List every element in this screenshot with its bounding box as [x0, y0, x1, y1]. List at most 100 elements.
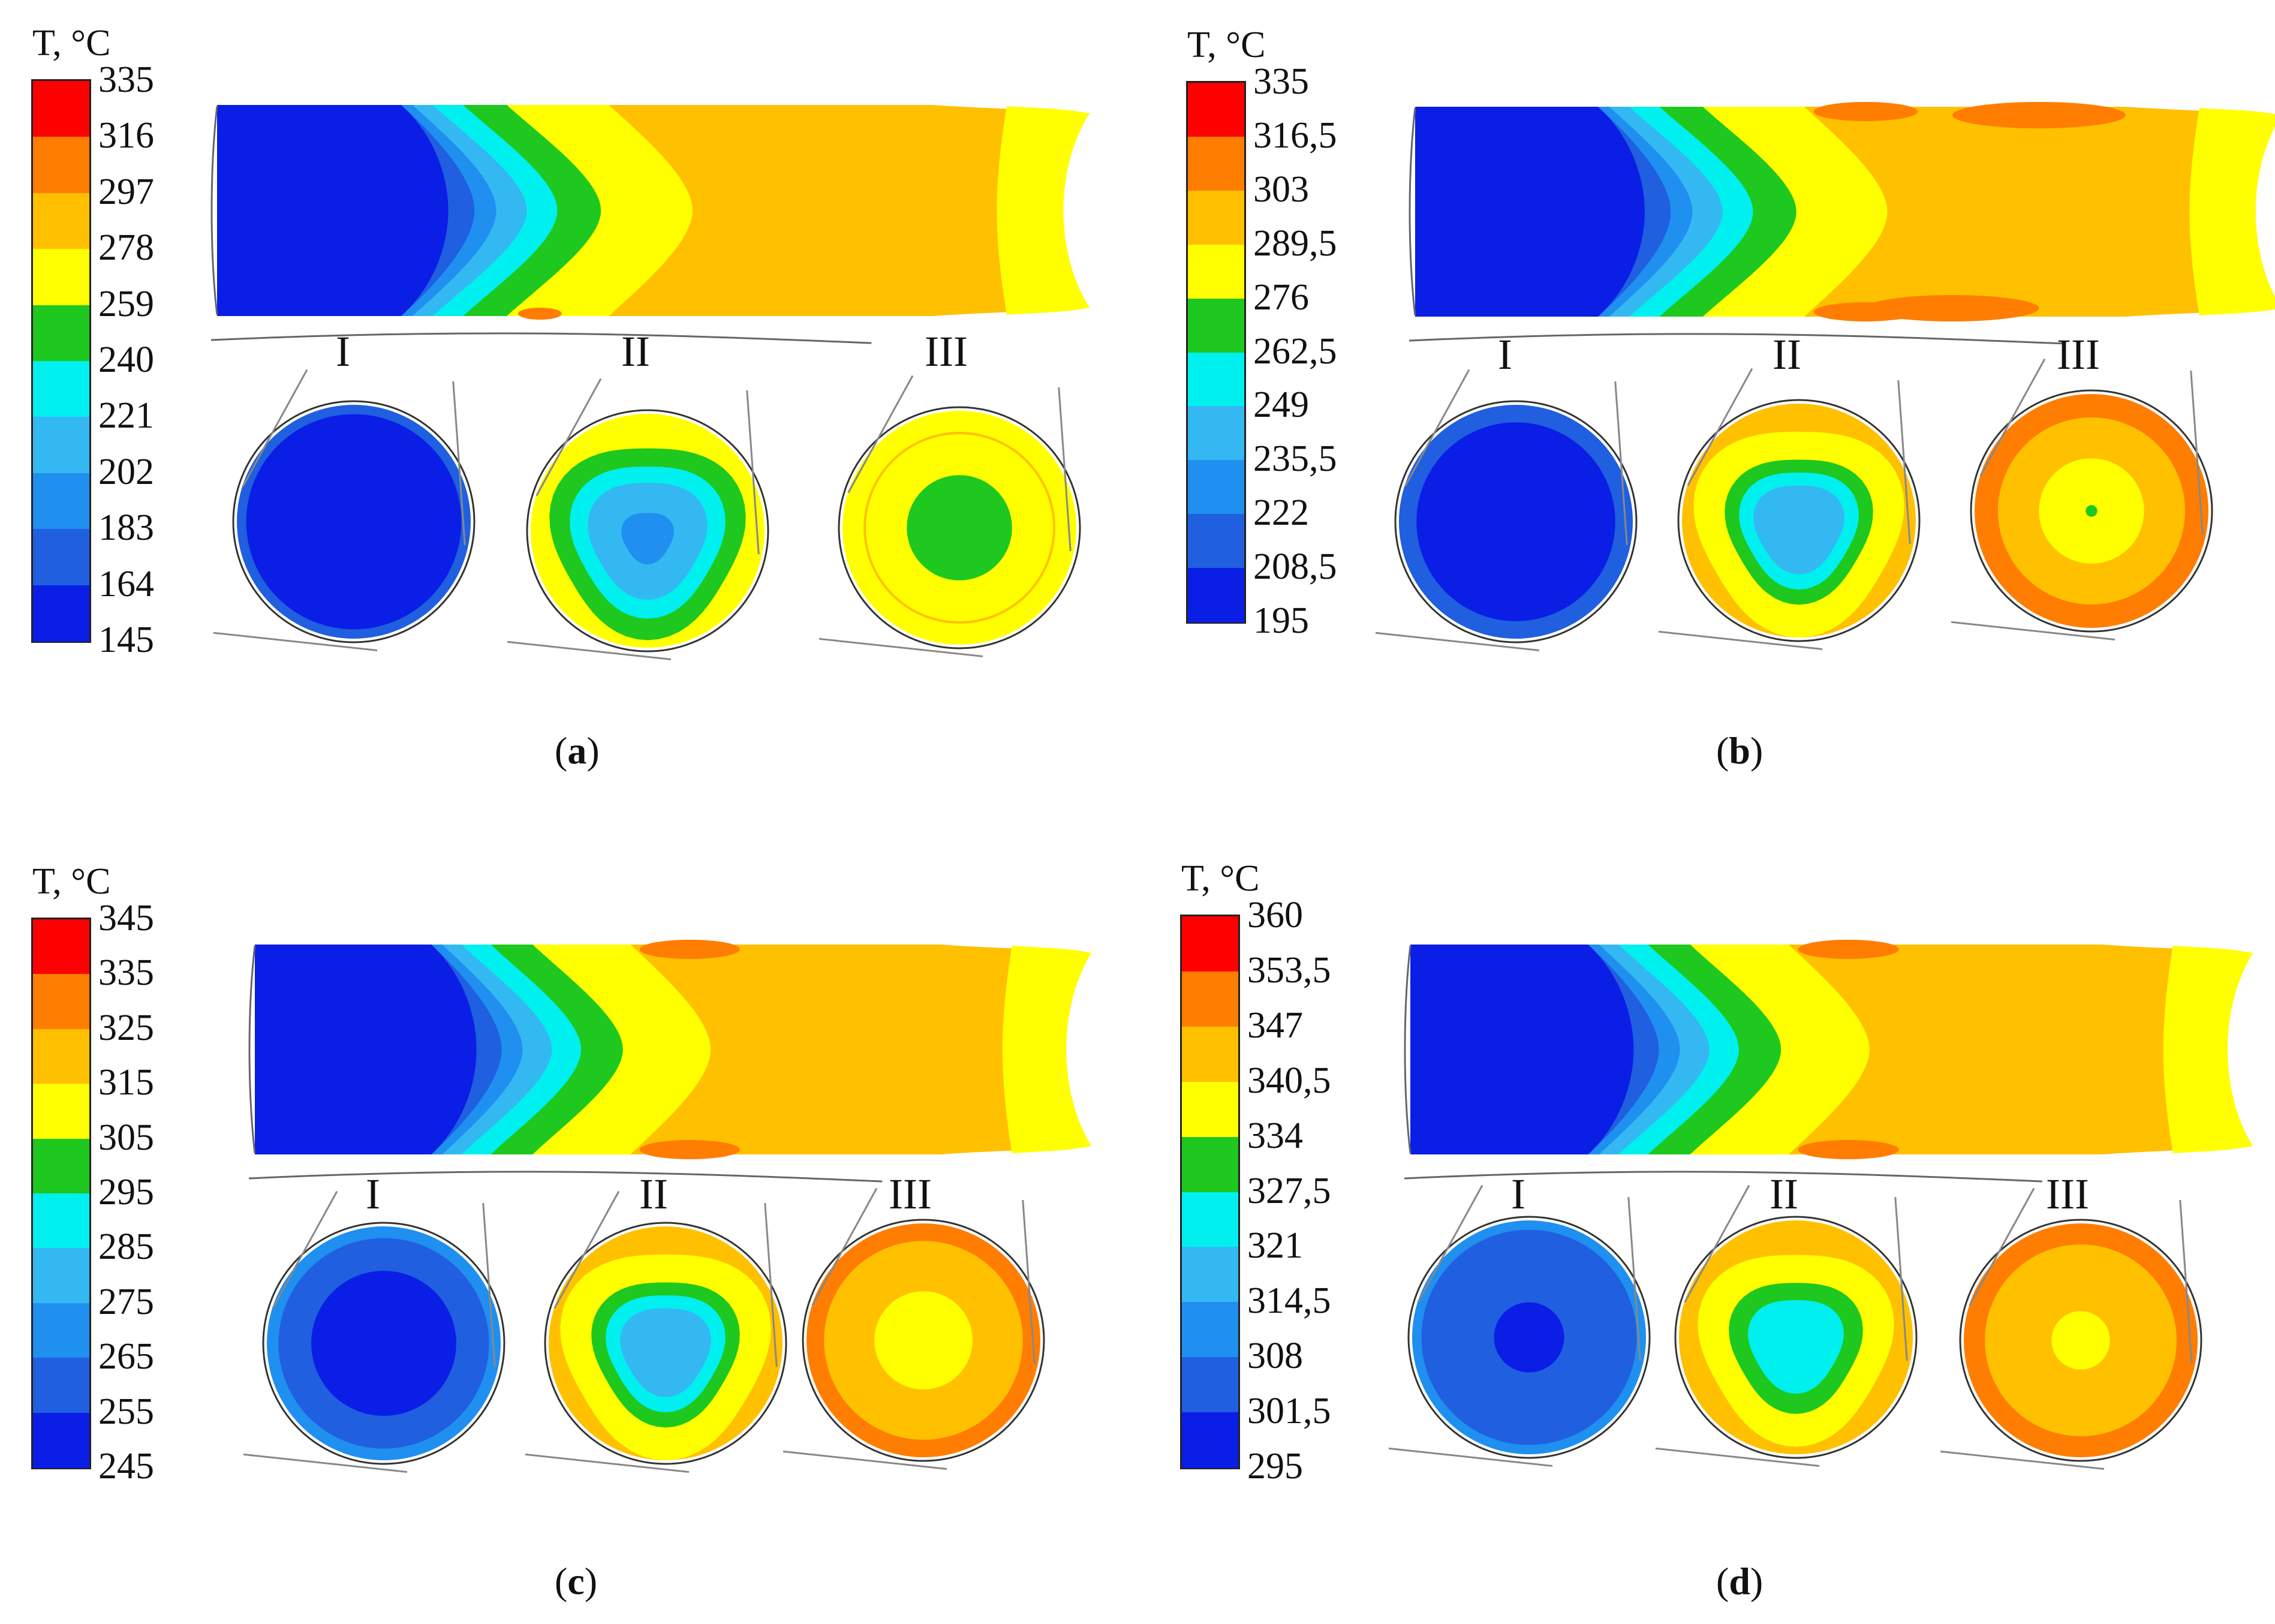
cross-section-III	[818, 375, 1081, 657]
color-scale-segment	[1182, 1026, 1238, 1084]
color-scale-segment	[33, 1303, 89, 1360]
color-scale-segment	[1188, 406, 1244, 462]
section-label-3: III	[925, 327, 968, 375]
color-scale-segment	[33, 1358, 89, 1415]
color-scale-segment	[1188, 298, 1244, 354]
color-scale-tick-label: 303	[1253, 169, 1309, 210]
color-scale-tick-label: 327,5	[1247, 1170, 1331, 1211]
section-label-2: II	[1773, 330, 1801, 378]
color-scale-tick-label: 276	[1253, 276, 1309, 318]
color-scale-segment	[33, 974, 89, 1031]
color-scale-segment	[1182, 1302, 1238, 1360]
color-scale-tick-label: 340,5	[1247, 1060, 1331, 1101]
legend-title: T, °C	[1187, 25, 1266, 65]
color-scale-segment	[1188, 136, 1244, 193]
section-label-1: I	[1498, 330, 1512, 378]
color-scale-tick-label: 265	[98, 1336, 154, 1378]
section-label-3: III	[889, 1170, 932, 1218]
color-scale-segment	[1182, 1247, 1238, 1304]
color-scale-tick-label: 240	[98, 339, 154, 380]
cross-section-II	[507, 378, 769, 660]
color-scale-segment	[33, 1084, 89, 1141]
longitudinal-temperature-field	[1409, 102, 2275, 345]
color-scale-tick-label: 345	[98, 898, 154, 939]
color-scale-tick-label: 202	[98, 451, 154, 492]
color-scale-tick-label: 295	[98, 1172, 154, 1213]
color-scale-tick-label: 289,5	[1253, 222, 1337, 264]
color-scale-tick-label: 315	[98, 1062, 154, 1103]
cross-section-III	[1951, 358, 2213, 640]
cross-section-II	[1655, 1184, 1918, 1467]
color-scale-tick-label: 145	[98, 619, 154, 660]
cross-section-III	[1940, 1187, 2202, 1470]
color-scale-segment	[1188, 190, 1244, 246]
legend-title: T, °C	[1181, 858, 1260, 899]
color-scale-tick-label: 262,5	[1253, 330, 1337, 372]
cross-section-I	[243, 1190, 505, 1473]
color-scale-segment	[33, 585, 89, 642]
color-scale-segment	[1182, 971, 1238, 1028]
color-scale-tick-label: 347	[1247, 1005, 1303, 1046]
color-scale-tick-label: 335	[1253, 61, 1309, 102]
color-scale-tick-label: 335	[98, 59, 154, 100]
color-scale-tick-label: 249	[1253, 384, 1309, 426]
color-scale-segment	[1182, 1192, 1238, 1249]
color-scale-tick-label: 316,5	[1253, 115, 1337, 156]
color-scale-bar	[1180, 915, 1240, 1469]
color-scale-tick-label: 221	[98, 395, 154, 437]
color-scale-tick-label: 285	[98, 1226, 154, 1268]
color-scale-tick-label: 353,5	[1247, 949, 1331, 991]
longitudinal-temperature-field	[1404, 940, 2253, 1183]
color-scale-tick-label: 195	[1253, 600, 1309, 641]
section-label-2: II	[621, 327, 650, 375]
color-scale-segment	[33, 193, 89, 251]
color-scale-tick-label: 245	[98, 1446, 154, 1487]
legend-title: T, °C	[32, 861, 111, 902]
color-scale-segment	[33, 137, 89, 195]
color-scale-tick-label: 321	[1247, 1225, 1303, 1267]
color-scale-segment	[33, 1412, 89, 1468]
color-scale-tick-label: 305	[98, 1117, 154, 1158]
cross-section-I	[1375, 369, 1638, 651]
section-label-3: III	[2046, 1170, 2089, 1218]
section-label-1: I	[366, 1170, 380, 1218]
color-scale-segment	[33, 81, 89, 139]
color-scale-segment	[33, 249, 89, 307]
color-scale-tick-label: 316	[98, 115, 154, 157]
panel-d: T, °C 360 353,5 347 340,5 334 327,5 321 314,5 308…	[1138, 812, 2275, 1624]
color-scale-tick-label: 335	[98, 952, 154, 994]
color-scale-segment	[33, 473, 89, 531]
section-label-1: I	[1511, 1170, 1525, 1218]
color-scale-segment	[33, 1138, 89, 1195]
color-scale-tick-label: 308	[1247, 1336, 1303, 1377]
color-scale-tick-label: 164	[98, 563, 154, 605]
color-scale-segment	[1188, 460, 1244, 516]
panel-caption: (b)	[1716, 729, 1764, 772]
color-scale-segment	[1188, 244, 1244, 300]
panel-caption-letter: a	[567, 729, 587, 772]
color-scale-segment	[33, 919, 89, 976]
panel-caption-letter: b	[1729, 729, 1750, 772]
color-scale-tick-label: 360	[1247, 895, 1303, 936]
section-label-3: III	[2057, 330, 2100, 378]
cross-section-III	[783, 1187, 1045, 1470]
color-scale-tick-label: 208,5	[1253, 546, 1337, 588]
color-scale-tick-label: 222	[1253, 492, 1309, 534]
color-scale-segment	[1182, 1081, 1238, 1139]
color-scale-segment	[33, 1248, 89, 1305]
color-scale-bar	[31, 918, 91, 1469]
color-scale-segment	[33, 305, 89, 363]
color-scale-tick-label: 334	[1247, 1115, 1303, 1156]
color-scale-segment	[1182, 916, 1238, 973]
longitudinal-temperature-field	[248, 940, 1091, 1183]
panel-caption-letter: c	[567, 1560, 585, 1602]
color-scale-tick-label: 255	[98, 1391, 154, 1432]
cross-section-II	[525, 1190, 787, 1473]
panel-caption: (c)	[555, 1560, 598, 1602]
color-scale-bar	[1186, 81, 1246, 624]
color-scale-segment	[1182, 1357, 1238, 1415]
cross-section-I	[1388, 1184, 1651, 1467]
section-label-2: II	[639, 1170, 668, 1218]
panel-caption-letter: d	[1729, 1560, 1750, 1602]
color-scale-bar	[31, 79, 91, 643]
